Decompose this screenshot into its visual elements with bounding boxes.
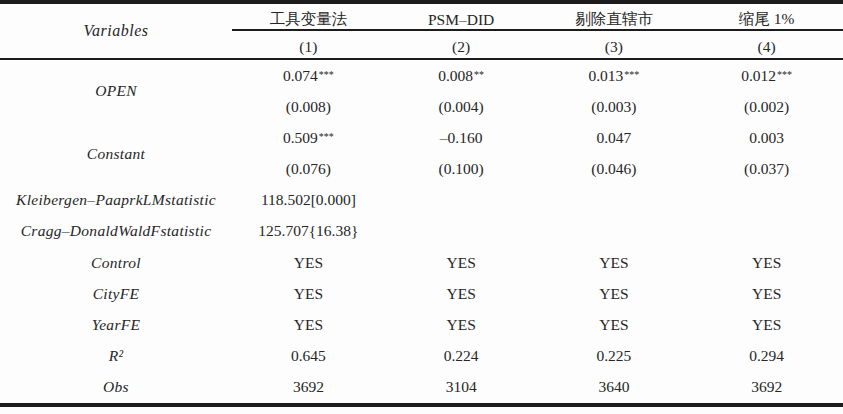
yes-cell: YES bbox=[690, 247, 843, 278]
yes-cell: YES bbox=[538, 247, 691, 278]
regression-results-table: Variables 工具变量法 PSM–DID 剔除直辖市 缩尾 1% (1) … bbox=[0, 0, 843, 414]
obs-cell: 3104 bbox=[385, 372, 538, 403]
yes-cell: YES bbox=[385, 309, 538, 340]
yes-cell: YES bbox=[232, 278, 385, 309]
coef-cell: 0.509*** bbox=[232, 122, 385, 153]
variables-header: Variables bbox=[0, 4, 232, 58]
table-header: Variables 工具变量法 PSM–DID 剔除直辖市 缩尾 1% (1) … bbox=[0, 4, 843, 60]
se-cell: (0.100) bbox=[385, 154, 538, 185]
yes-cell: YES bbox=[690, 278, 843, 309]
row-label-control: Control bbox=[0, 247, 232, 278]
yes-cell: YES bbox=[232, 309, 385, 340]
yes-cell: YES bbox=[538, 278, 691, 309]
row-label-cragg-donald-wald-f: Cragg–DonaldWaldFstatistic bbox=[0, 216, 232, 247]
row-label-obs: Obs bbox=[0, 372, 232, 403]
r2-cell: 0.225 bbox=[538, 341, 691, 372]
r2-cell: 0.294 bbox=[690, 341, 843, 372]
row-label-city-fe: CityFE bbox=[0, 278, 232, 309]
row-label-constant: Constant bbox=[0, 122, 232, 184]
row-label-open: OPEN bbox=[0, 60, 232, 122]
table-body: OPEN 0.074*** 0.008** 0.013*** 0.012*** … bbox=[0, 60, 843, 403]
coef-value: 0.003 bbox=[749, 129, 784, 147]
obs-cell: 3640 bbox=[538, 372, 691, 403]
se-cell: (0.003) bbox=[538, 91, 691, 122]
se-cell: (0.002) bbox=[690, 91, 843, 122]
yes-cell: YES bbox=[385, 247, 538, 278]
coef-cell: 0.013*** bbox=[538, 60, 691, 91]
column-group-underline bbox=[232, 29, 843, 31]
se-cell: (0.004) bbox=[385, 91, 538, 122]
obs-cell: 3692 bbox=[232, 372, 385, 403]
coef-cell: 0.047 bbox=[538, 122, 691, 153]
coef-cell: –0.160 bbox=[385, 122, 538, 153]
yes-cell: YES bbox=[690, 309, 843, 340]
coef-cell: 0.012*** bbox=[690, 60, 843, 91]
column-number-1: (1) bbox=[232, 35, 385, 58]
se-cell: (0.076) bbox=[232, 154, 385, 185]
obs-cell: 3692 bbox=[690, 372, 843, 403]
coef-value: 0.047 bbox=[596, 129, 631, 147]
stat-value: 118.502[0.000] bbox=[232, 185, 385, 216]
coef-value: 0.074 bbox=[283, 67, 318, 85]
row-label-year-fe: YearFE bbox=[0, 309, 232, 340]
row-label-r-squared: R² bbox=[0, 341, 232, 372]
coef-value: 0.013 bbox=[588, 67, 623, 85]
column-number-2: (2) bbox=[385, 35, 538, 58]
r2-cell: 0.645 bbox=[232, 341, 385, 372]
coef-cell: 0.008** bbox=[385, 60, 538, 91]
coef-cell: 0.003 bbox=[690, 122, 843, 153]
se-cell: (0.037) bbox=[690, 154, 843, 185]
se-cell: (0.008) bbox=[232, 91, 385, 122]
coef-value: –0.160 bbox=[440, 129, 483, 147]
column-number-3: (3) bbox=[538, 35, 691, 58]
column-number-4: (4) bbox=[690, 35, 843, 58]
r2-cell: 0.224 bbox=[385, 341, 538, 372]
yes-cell: YES bbox=[385, 278, 538, 309]
coef-cell: 0.074*** bbox=[232, 60, 385, 91]
row-label-kleibergen-paap-lm: Kleibergen–PaaprkLMstatistic bbox=[0, 185, 232, 216]
table-bottom-rule bbox=[0, 403, 843, 407]
coef-value: 0.012 bbox=[741, 67, 776, 85]
yes-cell: YES bbox=[538, 309, 691, 340]
coef-value: 0.008 bbox=[438, 67, 473, 85]
stat-value: 125.707{16.38} bbox=[232, 216, 385, 247]
coef-value: 0.509 bbox=[283, 129, 318, 147]
yes-cell: YES bbox=[232, 247, 385, 278]
se-cell: (0.046) bbox=[538, 154, 691, 185]
